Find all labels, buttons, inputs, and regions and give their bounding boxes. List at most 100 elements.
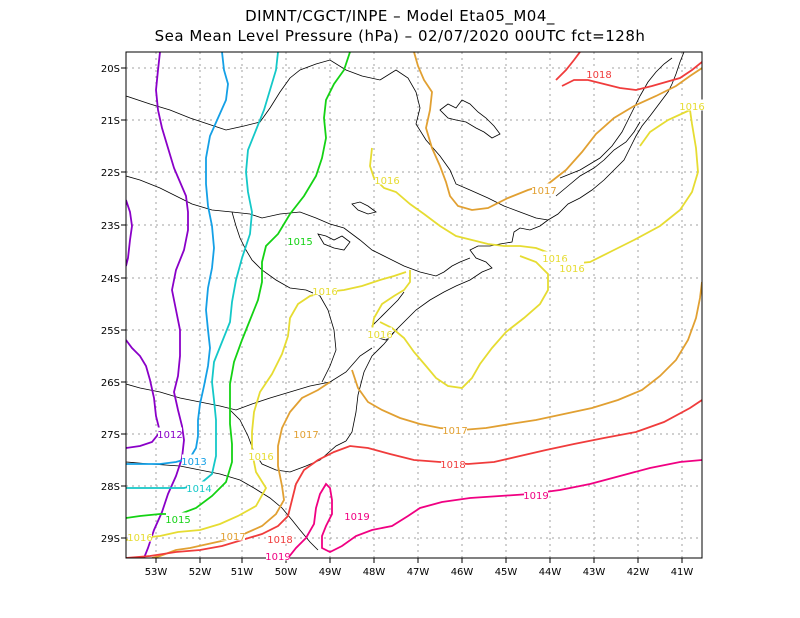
contour-label-bg [313,284,337,296]
isobar-1012 [126,199,133,267]
lat-tick-label: 24S [101,274,120,285]
contour-label-bg [294,427,318,439]
contour-label: 1019 [265,552,290,563]
contour-label-bg [375,173,399,185]
lon-tick-label: 47W [407,567,430,578]
isobar-1018 [561,61,702,91]
isobar-1014 [126,52,279,489]
contour-label-bg [441,457,465,469]
contour-label: 1017 [220,532,245,543]
contour-label: 1019 [344,512,369,523]
contour-label-bg [166,512,190,524]
contour-label-bg [182,454,206,466]
contour-label: 1016 [312,287,337,298]
contour-label: 1016 [374,176,399,187]
plot-frame [125,51,703,559]
lon-tick-label: 41W [671,567,694,578]
contour-label: 1018 [267,535,292,546]
map-title-line1: DIMNT/CGCT/INPE – Model Eta05_M04_ [245,7,555,25]
isobar-1016 [369,109,699,265]
axis-ticks: 20S 21S 22S 23S 24S 25S 26S 27S 28S 29S 53W 52W 51W 5… [101,64,693,578]
contour-label: 1017 [442,426,467,437]
isobar-1018 [126,399,702,558]
contour-label: 1014 [186,484,211,495]
lake [317,233,351,251]
contour-label: 1012 [157,430,182,441]
lat-tick-label: 28S [101,482,120,493]
state-border [231,211,337,383]
contour-label: 1016 [559,264,584,275]
contour-label-bg [266,549,290,561]
contour-label: 1016 [248,452,273,463]
contour-label-bg [443,423,467,435]
lake [439,99,501,139]
contour-label: 1013 [181,457,206,468]
lon-tick-label: 52W [189,567,212,578]
isobar-1016 [371,270,411,331]
lat-lon-grid [126,52,702,558]
lat-tick-label: 22S [101,168,120,179]
isobar-1015 [126,52,351,519]
lat-tick-label: 23S [101,221,120,232]
bay-outline [371,291,405,341]
contour-label-bg [268,532,292,544]
contour-label-bg [368,327,392,339]
contour-label-bg [187,481,211,493]
isobar-1017 [413,52,702,211]
coastline [345,52,685,442]
contour-labels: 1012 1013 1014 1015 1015 1016 1016 1016 1016 1016… [127,67,705,563]
lat-tick-label: 29S [101,534,120,545]
state-border [559,57,673,179]
contour-label: 1018 [440,460,465,471]
contour-label-bg [249,449,273,461]
lon-tick-label: 46W [451,567,474,578]
lon-tick-label: 49W [319,567,342,578]
contour-label: 1015 [287,237,312,248]
contour-label-bg [158,427,182,439]
contour-label-bg [221,529,245,541]
lon-tick-label: 42W [627,567,650,578]
lat-tick-label: 20S [101,64,120,75]
isobar-1016 [639,109,691,147]
isobar-1016 [126,271,407,541]
contour-label: 1019 [523,491,548,502]
contour-label-bg [524,488,548,500]
isobar-1019 [287,459,702,558]
contour-label: 1016 [367,330,392,341]
lake [351,201,377,215]
contour-label-bg [680,99,704,111]
contour-label: 1017 [293,430,318,441]
lon-tick-label: 43W [583,567,606,578]
contour-label: 1017 [531,186,556,197]
isobar-1012 [126,339,161,449]
contour-label-bg [543,251,567,263]
lon-tick-label: 45W [495,567,518,578]
contour-label-bg [288,234,312,246]
lon-tick-label: 48W [363,567,386,578]
state-border [126,59,549,221]
state-border [126,175,471,277]
map-title-line2: Sea Mean Level Pressure (hPa) – 02/07/20… [154,27,646,45]
lon-tick-label: 53W [145,567,168,578]
isobar-1016 [379,255,549,389]
isobar-1017 [351,281,702,431]
contour-label: 1016 [127,533,152,544]
contour-label-bg [587,67,611,79]
isobar-1018 [555,52,581,81]
lat-tick-label: 27S [101,430,120,441]
lon-tick-label: 44W [539,567,562,578]
contour-label-bg [128,530,152,542]
lon-tick-label: 50W [275,567,298,578]
state-border [555,121,641,197]
contour-label: 1016 [679,102,704,113]
isobar-1012 [143,52,189,558]
state-border [126,347,373,411]
contour-label-bg [345,509,369,521]
contour-label-bg [560,261,584,273]
lon-tick-label: 51W [231,567,254,578]
isobars [126,52,702,558]
contour-label-bg [532,183,556,195]
isobar-1017 [151,381,331,558]
contour-label: 1015 [165,515,190,526]
